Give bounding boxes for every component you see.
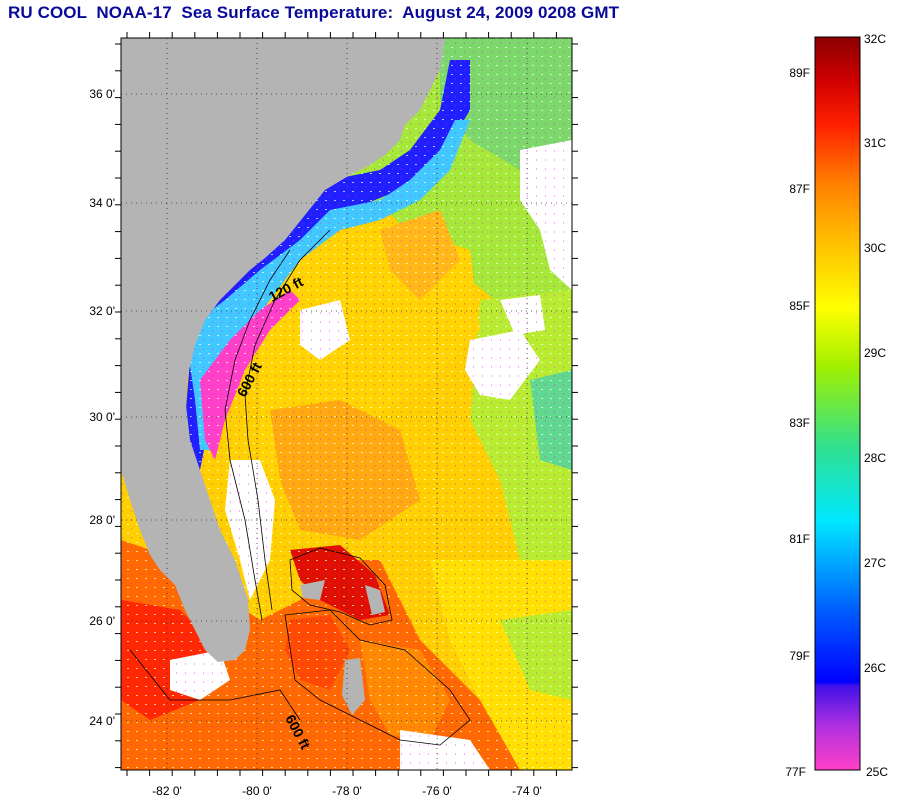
- colorbar-fahrenheit-label: 89F: [789, 66, 810, 80]
- lat-label: 36 0': [89, 87, 115, 101]
- lat-label: 24 0': [89, 714, 115, 728]
- lon-label: -82 0': [152, 784, 182, 798]
- lon-label: -80 0': [242, 784, 272, 798]
- colorbar-fahrenheit-label: 81F: [789, 532, 810, 546]
- land-mass: [121, 38, 445, 662]
- map-frame: [120, 37, 573, 771]
- lat-label: 34 0': [89, 196, 115, 210]
- colorbar-fahrenheit-label: 79F: [789, 649, 810, 663]
- colorbar-celsius-label: 31C: [864, 136, 886, 150]
- colorbar: [814, 36, 861, 771]
- colorbar-celsius-label: 32C: [864, 32, 886, 46]
- lat-label: 30 0': [89, 410, 115, 424]
- colorbar-celsius-label: 26C: [864, 661, 886, 675]
- map-grid: [121, 38, 572, 770]
- colorbar-celsius-label: 25C: [866, 765, 888, 779]
- lat-label: 26 0': [89, 614, 115, 628]
- colorbar-celsius-label: 30C: [864, 241, 886, 255]
- lon-label: -78 0': [332, 784, 362, 798]
- colorbar-fahrenheit-label: 87F: [789, 182, 810, 196]
- map-imagery: [121, 38, 572, 770]
- colorbar-celsius-label: 27C: [864, 556, 886, 570]
- colorbar-celsius-label: 28C: [864, 451, 886, 465]
- lat-label: 28 0': [89, 513, 115, 527]
- colorbar-celsius-label: 29C: [864, 346, 886, 360]
- lon-label: -74 0': [512, 784, 542, 798]
- colorbar-fahrenheit-label: 77F: [785, 765, 806, 779]
- lat-label: 32 0': [89, 304, 115, 318]
- axis-ticks: [115, 32, 578, 776]
- page-title: RU COOL NOAA-17 Sea Surface Temperature:…: [8, 3, 620, 22]
- colorbar-fahrenheit-label: 85F: [789, 299, 810, 313]
- colorbar-fahrenheit-label: 83F: [789, 416, 810, 430]
- lon-label: -76 0': [422, 784, 452, 798]
